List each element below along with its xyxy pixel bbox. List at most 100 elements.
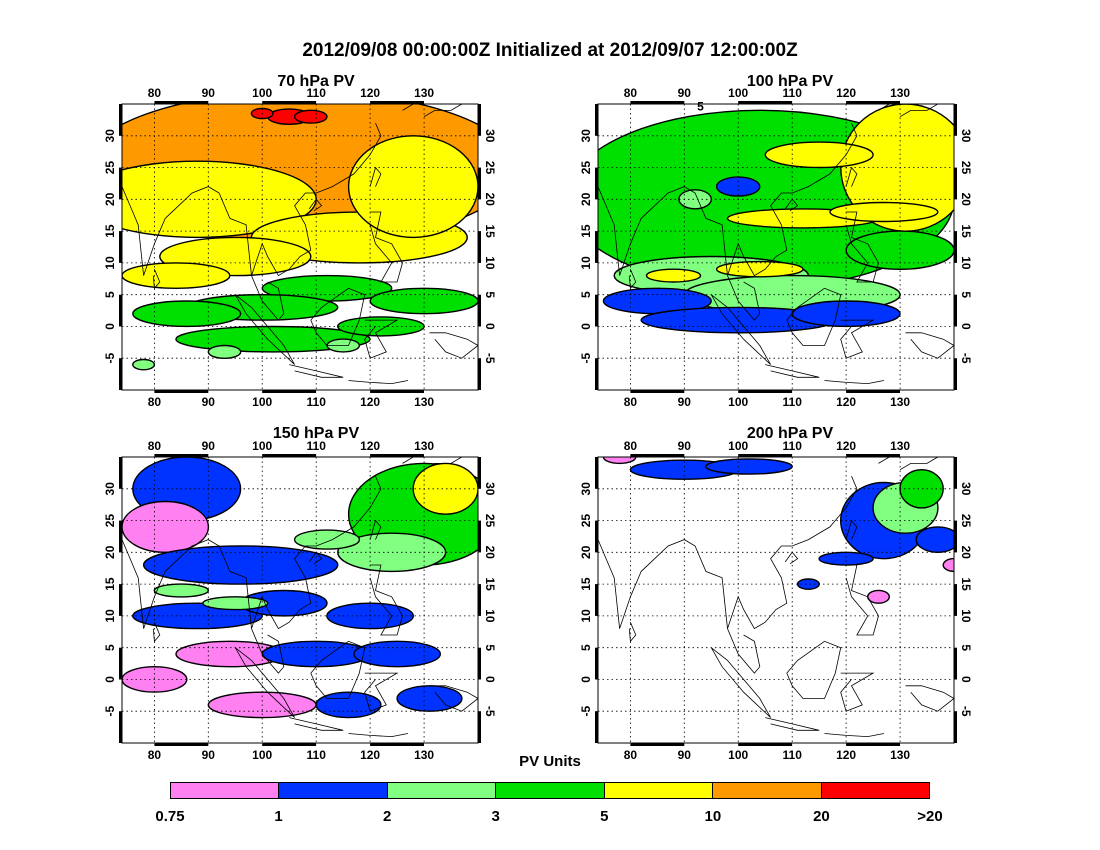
coastline	[364, 319, 399, 359]
lon-tick-label-bottom: 130	[890, 395, 910, 409]
lon-tick-label-top: 110	[783, 86, 803, 100]
lat-tick-label-left: 0	[579, 323, 593, 330]
lat-tick-label-right: 0	[483, 323, 497, 330]
coastline	[348, 380, 408, 385]
coastline	[234, 647, 295, 718]
border-bar	[954, 520, 957, 553]
lon-tick-label-bottom: 120	[836, 395, 856, 409]
border-bar	[478, 647, 481, 680]
colorbar-swatch	[496, 783, 605, 798]
colorbar-swatch	[604, 783, 714, 798]
lon-tick-label-bottom: 110	[307, 748, 327, 762]
coastlines	[598, 104, 954, 385]
border-bar	[630, 454, 685, 457]
coastline	[364, 672, 399, 712]
lon-tick-label-top: 100	[728, 439, 748, 453]
lat-tick-label-right: 5	[959, 644, 973, 651]
border-bar	[846, 454, 900, 457]
border-bar	[262, 390, 317, 393]
coastline	[840, 319, 875, 359]
lat-tick-label-left: 10	[579, 256, 593, 270]
pv-region	[645, 268, 702, 283]
border-bars	[595, 454, 957, 746]
coastline	[786, 287, 842, 346]
panel-title-100hpa: 100 hPa PV	[746, 73, 834, 90]
lat-tick-label-right: 25	[483, 161, 497, 175]
figure-title: 2012/09/08 00:00:00Z Initialized at 2012…	[302, 40, 798, 61]
border-bar	[478, 711, 481, 743]
lat-tick-label-right: 10	[483, 256, 497, 270]
legend-title: PV Units	[519, 753, 581, 770]
coastline	[628, 269, 637, 290]
pv-region	[705, 458, 793, 475]
coastline	[598, 475, 858, 630]
colorbar-label: 0.75	[155, 808, 185, 825]
border-bar	[478, 358, 481, 390]
pv-field	[602, 457, 954, 604]
border-bar	[738, 101, 793, 104]
border-bar	[119, 711, 122, 743]
lon-tick-label-bottom: 80	[624, 748, 638, 762]
border-bar	[478, 584, 481, 616]
border-bar	[119, 584, 122, 616]
colorbar-swatch	[821, 783, 929, 798]
lat-tick-label-left: 20	[579, 545, 593, 559]
coastline	[402, 104, 419, 111]
lon-tick-label-top: 130	[890, 86, 910, 100]
lat-tick-label-right: 10	[959, 256, 973, 270]
border-bar	[154, 101, 209, 104]
lat-tick-label-right: 5	[959, 291, 973, 298]
lon-tick-label-top: 90	[202, 439, 216, 453]
colorbar-label: 10	[704, 808, 722, 825]
colorbar-swatch	[387, 783, 497, 798]
coastlines	[122, 104, 478, 385]
lat-tick-label-left: 10	[579, 609, 593, 623]
coastline	[310, 640, 366, 699]
colorbar-label: 5	[600, 808, 609, 825]
lat-tick-label-left: 15	[579, 224, 593, 238]
border-bar	[738, 454, 793, 457]
coastline	[765, 717, 820, 731]
border-bar	[262, 454, 317, 457]
lon-tick-label-bottom: 120	[360, 395, 380, 409]
border-bar	[370, 101, 424, 104]
lat-tick-label-left: 25	[579, 514, 593, 528]
border-bar	[630, 743, 685, 746]
lat-tick-label-right: -5	[959, 353, 973, 364]
coastline	[710, 294, 771, 365]
coastline	[840, 672, 875, 712]
coastline	[429, 685, 478, 712]
lon-tick-label-top: 120	[836, 439, 856, 453]
border-bar	[595, 647, 598, 680]
lon-tick-label-top: 100	[252, 86, 272, 100]
border-bar	[954, 104, 957, 136]
pv-region	[337, 532, 447, 573]
pv-region	[347, 135, 478, 239]
lon-tick-label-bottom: 100	[728, 748, 748, 762]
border-bar	[154, 390, 209, 393]
colorbar-label: 20	[813, 808, 830, 825]
lat-tick-label-left: -5	[103, 353, 117, 364]
lon-tick-label-top: 90	[678, 86, 692, 100]
border-bar	[119, 647, 122, 680]
coastline	[423, 104, 463, 118]
coastline	[251, 275, 285, 321]
gridlines	[122, 104, 478, 390]
border-bar	[954, 457, 957, 489]
coastline	[369, 166, 382, 187]
lon-tick-label-bottom: 90	[202, 395, 216, 409]
lon-tick-label-top: 120	[360, 86, 380, 100]
coastline	[122, 122, 382, 277]
lat-tick-label-right: 15	[959, 224, 973, 238]
lat-tick-label-right: 5	[483, 644, 497, 651]
coastline	[234, 294, 295, 365]
coastline	[308, 198, 323, 212]
border-bar	[595, 358, 598, 390]
lat-tick-label-left: 5	[579, 644, 593, 651]
border-bar	[954, 167, 957, 200]
lat-tick-label-left: 25	[103, 514, 117, 528]
border-bars	[595, 101, 957, 393]
lat-tick-label-left: 10	[103, 256, 117, 270]
